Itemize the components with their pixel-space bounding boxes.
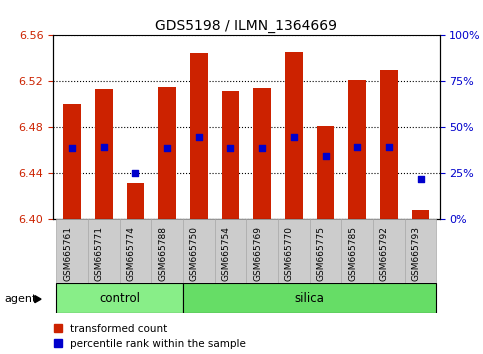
Text: silica: silica <box>295 292 325 305</box>
Bar <box>373 219 405 283</box>
Bar <box>412 210 429 219</box>
Bar <box>310 219 341 283</box>
Text: GSM665769: GSM665769 <box>253 226 262 281</box>
Point <box>290 134 298 139</box>
Point <box>385 144 393 150</box>
Text: GSM665770: GSM665770 <box>285 226 294 281</box>
Bar <box>183 219 214 283</box>
Bar <box>341 219 373 283</box>
Bar <box>57 219 88 283</box>
Text: GSM665793: GSM665793 <box>412 226 421 281</box>
Text: GSM665750: GSM665750 <box>190 226 199 281</box>
Bar <box>183 283 436 313</box>
Title: GDS5198 / ILMN_1364669: GDS5198 / ILMN_1364669 <box>156 19 337 33</box>
Bar <box>380 70 398 219</box>
Point <box>227 145 234 151</box>
Bar <box>254 88 271 219</box>
Point <box>131 171 139 176</box>
Text: GSM665788: GSM665788 <box>158 226 167 281</box>
Text: GSM665785: GSM665785 <box>348 226 357 281</box>
Bar <box>151 219 183 283</box>
Text: control: control <box>99 292 140 305</box>
Text: GSM665771: GSM665771 <box>95 226 104 281</box>
Point <box>195 134 203 139</box>
Bar <box>214 219 246 283</box>
Bar <box>88 219 120 283</box>
Bar <box>405 219 436 283</box>
Bar <box>57 283 183 313</box>
Text: GSM665792: GSM665792 <box>380 226 389 281</box>
Text: agent: agent <box>5 294 37 304</box>
Bar <box>285 51 302 219</box>
Point <box>354 144 361 150</box>
Bar <box>317 126 334 219</box>
Text: GSM665761: GSM665761 <box>63 226 72 281</box>
Bar <box>348 80 366 219</box>
Bar <box>190 53 208 219</box>
Bar <box>120 219 151 283</box>
Bar <box>63 104 81 219</box>
Bar <box>246 219 278 283</box>
Bar <box>222 91 239 219</box>
Bar <box>95 90 113 219</box>
Text: GSM665775: GSM665775 <box>316 226 326 281</box>
Bar <box>127 183 144 219</box>
Legend: transformed count, percentile rank within the sample: transformed count, percentile rank withi… <box>54 324 246 349</box>
Bar <box>278 219 310 283</box>
Point <box>100 144 108 150</box>
Text: GSM665754: GSM665754 <box>222 226 230 281</box>
Bar <box>158 87 176 219</box>
Point <box>258 145 266 151</box>
Text: GSM665774: GSM665774 <box>127 226 135 281</box>
Point <box>68 145 76 151</box>
Point <box>417 176 425 182</box>
Point <box>163 145 171 151</box>
Point <box>322 153 329 159</box>
